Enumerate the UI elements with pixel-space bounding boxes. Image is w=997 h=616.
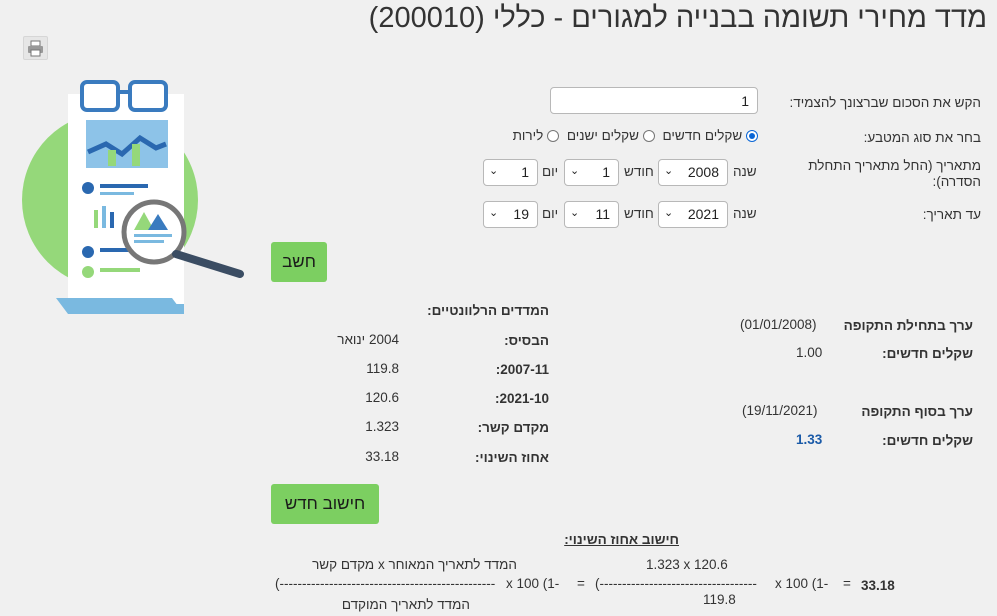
amount-input[interactable] — [550, 87, 758, 114]
chevron-down-icon: ⌄ — [570, 165, 580, 177]
day-label: יום — [542, 206, 559, 221]
start-value-heading: ערך בתחילת התקופה — [843, 318, 973, 333]
index-label: הבסיס: — [504, 333, 549, 348]
year-label: שנה — [733, 164, 757, 179]
currency-label: בחר את סוג המטבע: — [863, 130, 981, 145]
to-month-select[interactable]: ⌄ 11 — [564, 201, 619, 228]
formula-heading: חישוב אחוז השינוי: — [564, 532, 679, 547]
currency-option-old-shekel[interactable]: שקלים ישנים — [563, 128, 655, 143]
chevron-down-icon: ⌄ — [664, 207, 674, 219]
start-value: 1.00 — [796, 345, 823, 360]
radio-label: שקלים ישנים — [566, 128, 639, 143]
index-value: 2004 ינואר — [337, 332, 399, 347]
formula-result: 33.18 — [861, 578, 895, 593]
select-value: 2021 — [687, 206, 719, 222]
indices-heading: המדדים הרלוונטיים: — [427, 303, 549, 318]
printer-icon — [28, 40, 43, 57]
index-label: אחוז השינוי: — [475, 450, 549, 465]
to-date-label: עד תאריך: — [922, 207, 981, 222]
from-month-select[interactable]: ⌄ 1 — [564, 159, 619, 186]
from-date-label: מתאריך (החל מתאריך התחלת הסדרה): — [808, 158, 981, 189]
chevron-down-icon: ⌄ — [664, 165, 674, 177]
radio-label: שקלים חדשים — [662, 128, 743, 143]
formula-equals: = — [577, 576, 585, 591]
currency-radio-group: שקלים חדשים שקלים ישנים לירות — [500, 128, 758, 146]
to-year-select[interactable]: ⌄ 2021 — [658, 201, 728, 228]
formula-fraction-line: (----------------------------------- — [595, 576, 757, 591]
radio-label: לירות — [512, 128, 544, 143]
from-year-select[interactable]: ⌄ 2008 — [658, 159, 728, 186]
month-label: חודש — [624, 164, 654, 179]
select-value: 1 — [521, 164, 529, 180]
radio-lira[interactable] — [547, 130, 560, 143]
print-button[interactable] — [23, 36, 48, 60]
month-label: חודש — [624, 206, 654, 221]
calculate-button[interactable]: חשב — [271, 242, 327, 282]
chevron-down-icon: ⌄ — [489, 165, 499, 177]
index-label: מקדם קשר: — [477, 420, 549, 435]
select-value: 2008 — [687, 164, 719, 180]
radio-new-shekel[interactable] — [746, 130, 758, 143]
radio-old-shekel[interactable] — [642, 130, 655, 143]
page-title: מדד מחירי תשומה בבנייה למגורים - כללי (2… — [368, 2, 987, 34]
year-label: שנה — [733, 206, 757, 221]
end-value: 1.33 — [796, 432, 823, 447]
formula-multiplier: x 100 (1- — [775, 576, 829, 591]
formula-fraction-line: (---------------------------------------… — [275, 576, 496, 591]
index-label: 2021-10: — [494, 391, 549, 406]
currency-option-new-shekel[interactable]: שקלים חדשים — [659, 128, 758, 143]
to-day-select[interactable]: ⌄ 19 — [483, 201, 538, 228]
formula-equals: = — [843, 576, 851, 591]
chevron-down-icon: ⌄ — [489, 207, 499, 219]
start-date: (01/01/2008) — [740, 317, 817, 332]
formula-numerator: 1.323 x 120.6 — [646, 557, 728, 572]
index-value: 33.18 — [365, 449, 399, 464]
formula-multiplier: x 100 (1- — [506, 576, 560, 591]
select-value: 1 — [602, 164, 610, 180]
end-currency-label: שקלים חדשים: — [882, 433, 973, 448]
report-illustration — [22, 78, 252, 318]
chevron-down-icon: ⌄ — [570, 207, 580, 219]
index-label: 2007-11: — [495, 362, 549, 377]
end-date: (19/11/2021) — [742, 403, 818, 418]
formula-numerator-text: המדד לתאריך המאוחר x מקדם קשר — [312, 557, 517, 572]
start-currency-label: שקלים חדשים: — [882, 346, 973, 361]
amount-label: הקש את הסכום שברצונך להצמיד: — [789, 95, 982, 110]
new-calculation-button[interactable]: חישוב חדש — [271, 484, 379, 524]
index-value: 120.6 — [365, 390, 399, 405]
day-label: יום — [542, 164, 559, 179]
from-day-select[interactable]: ⌄ 1 — [483, 159, 538, 186]
formula-denominator: 119.8 — [703, 592, 736, 607]
select-value: 11 — [595, 206, 610, 222]
currency-option-lira[interactable]: לירות — [512, 128, 560, 143]
end-value-heading: ערך בסוף התקופה — [861, 404, 973, 419]
select-value: 19 — [513, 206, 529, 222]
index-value: 119.8 — [366, 361, 399, 376]
index-value: 1.323 — [365, 419, 399, 434]
formula-denominator-text: המדד לתאריך המוקדם — [341, 597, 470, 612]
